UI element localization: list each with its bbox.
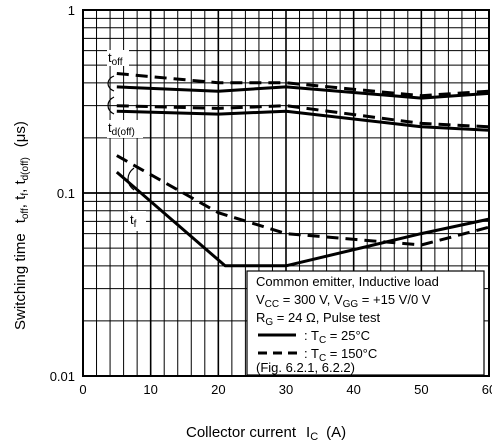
tf-bracket <box>127 167 135 191</box>
td-off-label-bg <box>107 120 143 138</box>
toff-label-sub: off <box>112 57 123 68</box>
y-tick-label: 1 <box>68 3 75 18</box>
td-off-bracket <box>107 96 115 115</box>
tf-label-bg <box>128 211 146 231</box>
toff-bracket <box>107 75 115 92</box>
legend-reference: (Fig. 6.2.1, 6.2.2) <box>256 360 355 375</box>
y-comma-1: , <box>12 200 29 208</box>
x-tick-label: 40 <box>346 382 360 397</box>
rg-symbol: R <box>256 310 265 325</box>
x-axis-title: Collector current IC (A) <box>186 424 346 443</box>
x-tick-label: 50 <box>414 382 428 397</box>
series-line-tdoff-25C <box>116 109 490 132</box>
y-axis-unit: (μs) <box>12 121 29 147</box>
series-line-toff-25C <box>116 85 490 100</box>
legend-entry-25c: : TC = 25°C <box>304 328 370 346</box>
legend-150c-rest: = 150°C <box>326 346 377 361</box>
tick-labels: 0 10 20 30 40 50 60 0.01 0.1 1 <box>50 3 492 397</box>
x-axis-symbol-sub: C <box>310 431 318 443</box>
x-tick-label: 20 <box>211 382 225 397</box>
x-tick-label: 10 <box>143 382 157 397</box>
x-tick-label: 0 <box>79 382 86 397</box>
series-line-tf-25C <box>115 170 490 268</box>
legend: Common emitter, Inductive load VCC = 300… <box>246 270 485 376</box>
x-axis-unit: (A) <box>326 424 346 441</box>
curve-annotations: toff td(off) tf <box>107 50 146 231</box>
y-axis-title-label: Switching time <box>12 233 29 330</box>
y-tf-symbol: t <box>12 195 29 200</box>
rg-value: = 24 Ω, Pulse test <box>273 310 380 325</box>
legend-25c-rest: = 25°C <box>326 328 370 343</box>
y-tf-sub: f <box>20 193 31 196</box>
legend-box <box>246 270 485 376</box>
legend-150c-sub: C <box>319 353 326 364</box>
vcc-value: = 300 V, V <box>279 292 343 307</box>
vcc-sub: CC <box>265 299 279 310</box>
x-axis-symbol: I <box>306 424 310 441</box>
x-tick-label: 60 <box>482 382 492 397</box>
legend-condition-gate: RG = 24 Ω, Pulse test <box>256 310 380 328</box>
legend-25c-sub: C <box>319 335 326 346</box>
vcc-symbol: V <box>256 292 265 307</box>
series-line-tdoff-150C <box>116 104 490 129</box>
tf-label-sub: f <box>134 219 137 230</box>
series-line-tf-150C <box>116 154 490 247</box>
legend-condition-voltage: VCC = 300 V, VGG = +15 V/0 V <box>256 292 431 310</box>
legend-150c-label: : T <box>304 346 319 361</box>
series-line-toff-150C <box>116 72 490 98</box>
toff-label-bg <box>107 50 129 66</box>
legend-entry-150c: : TC = 150°C <box>304 346 377 364</box>
y-tick-label: 0.1 <box>57 186 75 201</box>
y-comma-2: , <box>12 185 29 193</box>
plot-frame <box>82 9 490 377</box>
x-tick-label: 30 <box>279 382 293 397</box>
x-axis-title-text: Collector current <box>186 424 297 441</box>
y-toff-sub: off <box>20 208 31 219</box>
rg-sub: G <box>265 317 273 328</box>
y-tick-label: 0.01 <box>50 369 75 384</box>
legend-25c-label: : T <box>304 328 319 343</box>
vgg-value: = +15 V/0 V <box>358 292 431 307</box>
y-axis-title-text: Switching timetoff, tf, td(off)(μs) <box>12 121 31 330</box>
vgg-sub: GG <box>343 299 359 310</box>
curves <box>115 72 490 268</box>
legend-condition-load: Common emitter, Inductive load <box>256 274 439 289</box>
td-off-label-sub: d(off) <box>112 127 135 138</box>
y-td-symbol: t <box>12 180 29 185</box>
y-toff-symbol: t <box>12 218 29 223</box>
y-axis-title: Switching timetoff, tf, td(off)(μs) <box>12 121 31 330</box>
tf-label: tf <box>130 212 137 230</box>
y-td-sub: d(off) <box>20 157 31 180</box>
